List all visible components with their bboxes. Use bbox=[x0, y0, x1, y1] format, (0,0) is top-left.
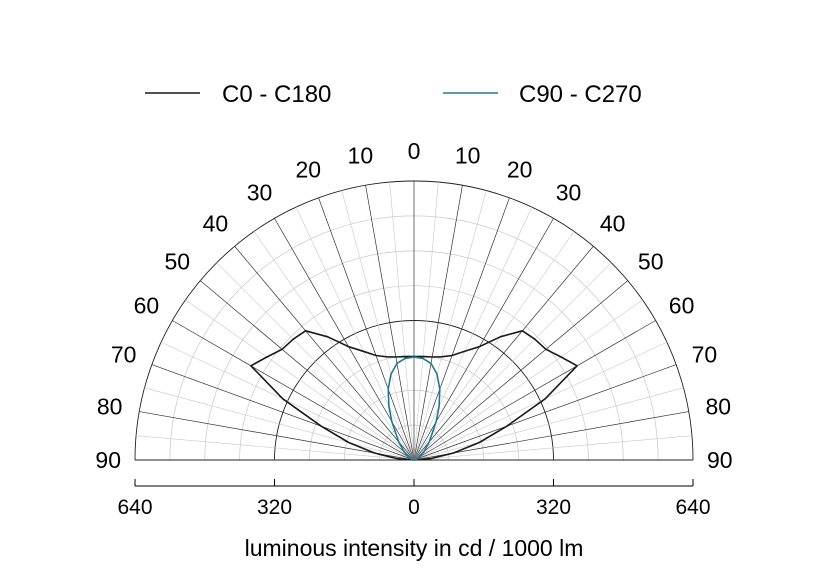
legend-label-c90-c270: C90 - C270 bbox=[519, 81, 642, 108]
grid-ray-minor bbox=[413, 190, 487, 461]
grid-ray-minor bbox=[413, 387, 684, 461]
grid-ray-minor bbox=[413, 182, 439, 461]
angle-label-left-40: 40 bbox=[203, 210, 229, 236]
angle-label-left-90: 90 bbox=[95, 447, 121, 473]
grid-ray-major bbox=[413, 197, 510, 461]
polar-grid bbox=[134, 180, 694, 461]
radial-axis: 640 320 0 320 640 bbox=[117, 479, 711, 519]
angle-label-left-70: 70 bbox=[111, 341, 137, 367]
angle-label-left-10: 10 bbox=[348, 143, 374, 169]
radial-tick-label-0: 640 bbox=[117, 496, 152, 519]
grid-ray-minor bbox=[295, 207, 415, 461]
legend-label-c0-c180: C0 - C180 bbox=[222, 81, 331, 108]
angle-label-right-80: 80 bbox=[706, 393, 732, 419]
grid-ray-major bbox=[200, 280, 415, 461]
grid-ray-minor bbox=[216, 262, 415, 461]
angle-label-left-60: 60 bbox=[134, 293, 160, 319]
angle-label-right-60: 60 bbox=[669, 293, 695, 319]
radial-tick-label-1: 320 bbox=[257, 496, 292, 519]
grid-ray-major bbox=[172, 320, 415, 461]
grid-ray-minor bbox=[185, 299, 415, 461]
grid-ray-major bbox=[365, 185, 415, 461]
grid-ray-major bbox=[413, 364, 677, 461]
angle-label-right-0: 0 bbox=[408, 138, 421, 164]
grid-ray-major bbox=[413, 185, 463, 461]
grid-ray-minor bbox=[413, 435, 692, 461]
grid-ray-major bbox=[234, 246, 415, 461]
grid-ray-minor bbox=[389, 182, 415, 461]
grid-ray-minor bbox=[161, 341, 415, 461]
grid-ray-major bbox=[413, 280, 628, 461]
angle-label-right-70: 70 bbox=[692, 341, 718, 367]
grid-ray-major bbox=[318, 197, 415, 461]
grid-ray-major bbox=[413, 246, 594, 461]
angle-label-right-40: 40 bbox=[600, 210, 626, 236]
angle-label-left-80: 80 bbox=[97, 393, 123, 419]
grid-ray-minor bbox=[144, 387, 415, 461]
grid-ray-minor bbox=[413, 231, 575, 461]
grid-ray-minor bbox=[413, 262, 612, 461]
intensity-curves bbox=[250, 330, 578, 461]
grid-ray-minor bbox=[253, 231, 415, 461]
grid-ray-major bbox=[413, 320, 656, 461]
grid-ray-major bbox=[151, 364, 415, 461]
grid-ray-minor bbox=[413, 299, 643, 461]
angle-label-right-50: 50 bbox=[638, 248, 664, 274]
grid-ray-major bbox=[139, 411, 415, 461]
angle-label-right-30: 30 bbox=[556, 179, 582, 205]
grid-ray-major bbox=[413, 411, 689, 461]
grid-ray-minor bbox=[341, 190, 415, 461]
angle-label-left-30: 30 bbox=[247, 179, 273, 205]
legend: C0 - C180 C90 - C270 bbox=[145, 81, 642, 108]
radial-tick-label-4: 640 bbox=[675, 496, 710, 519]
angle-label-right-20: 20 bbox=[507, 157, 533, 183]
angle-label-left-20: 20 bbox=[296, 157, 322, 183]
grid-ray-minor bbox=[136, 435, 415, 461]
radial-tick-label-2: 0 bbox=[408, 496, 420, 519]
angle-label-left-50: 50 bbox=[164, 248, 190, 274]
x-axis-label: luminous intensity in cd / 1000 lm bbox=[245, 535, 584, 561]
curve-c90-c270 bbox=[387, 356, 441, 461]
grid-ray-minor bbox=[413, 207, 533, 461]
angle-label-right-90: 90 bbox=[707, 447, 733, 473]
grid-ray-minor bbox=[413, 341, 667, 461]
angle-label-right-10: 10 bbox=[455, 143, 481, 169]
radial-tick-label-3: 320 bbox=[536, 496, 571, 519]
